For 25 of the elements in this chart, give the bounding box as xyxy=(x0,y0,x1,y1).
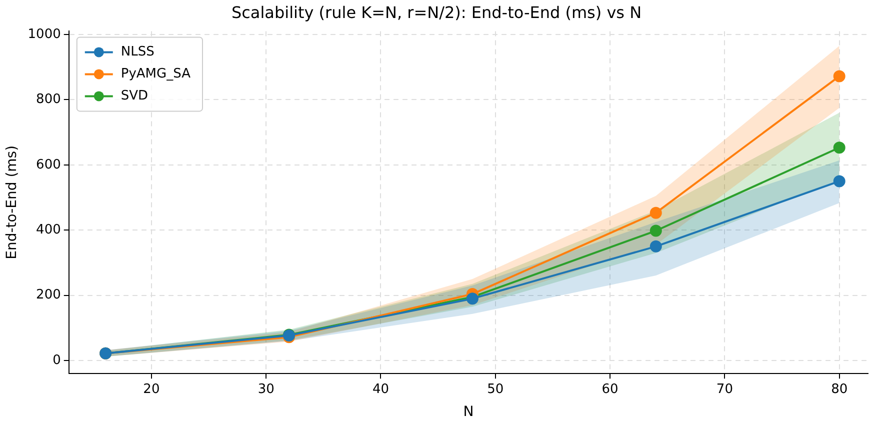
y-tick-label: 800 xyxy=(36,92,61,108)
point xyxy=(650,240,662,252)
y-tick-label: 600 xyxy=(36,157,61,172)
x-tick-label: 40 xyxy=(372,382,390,397)
x-tick-label: 60 xyxy=(602,382,618,397)
point xyxy=(650,206,662,219)
point xyxy=(833,70,846,82)
x-tick-label: 50 xyxy=(487,382,504,397)
y-tick-label: 1000 xyxy=(28,26,61,42)
legend-label: SVD xyxy=(120,88,148,104)
y-tick-label: 400 xyxy=(36,222,61,238)
point xyxy=(650,224,662,237)
x-tick-label: 70 xyxy=(716,382,733,397)
legend-label: PyAMG_SA xyxy=(120,66,191,82)
point xyxy=(833,142,846,154)
y-axis-title: End-to-End (ms) xyxy=(4,145,20,260)
x-tick-label: 80 xyxy=(831,382,848,397)
x-axis-title: N xyxy=(463,404,474,420)
legend-label: NLSS xyxy=(120,44,154,60)
point xyxy=(833,175,846,188)
x-tick-label: 30 xyxy=(258,382,274,397)
y-tick-label: 0 xyxy=(52,352,61,368)
chart-title: Scalability (rule K=N, r=N/2): End-to-End (ms) vs N xyxy=(231,2,642,22)
y-tick-label: 200 xyxy=(36,288,61,303)
x-tick-label: 20 xyxy=(143,382,160,397)
